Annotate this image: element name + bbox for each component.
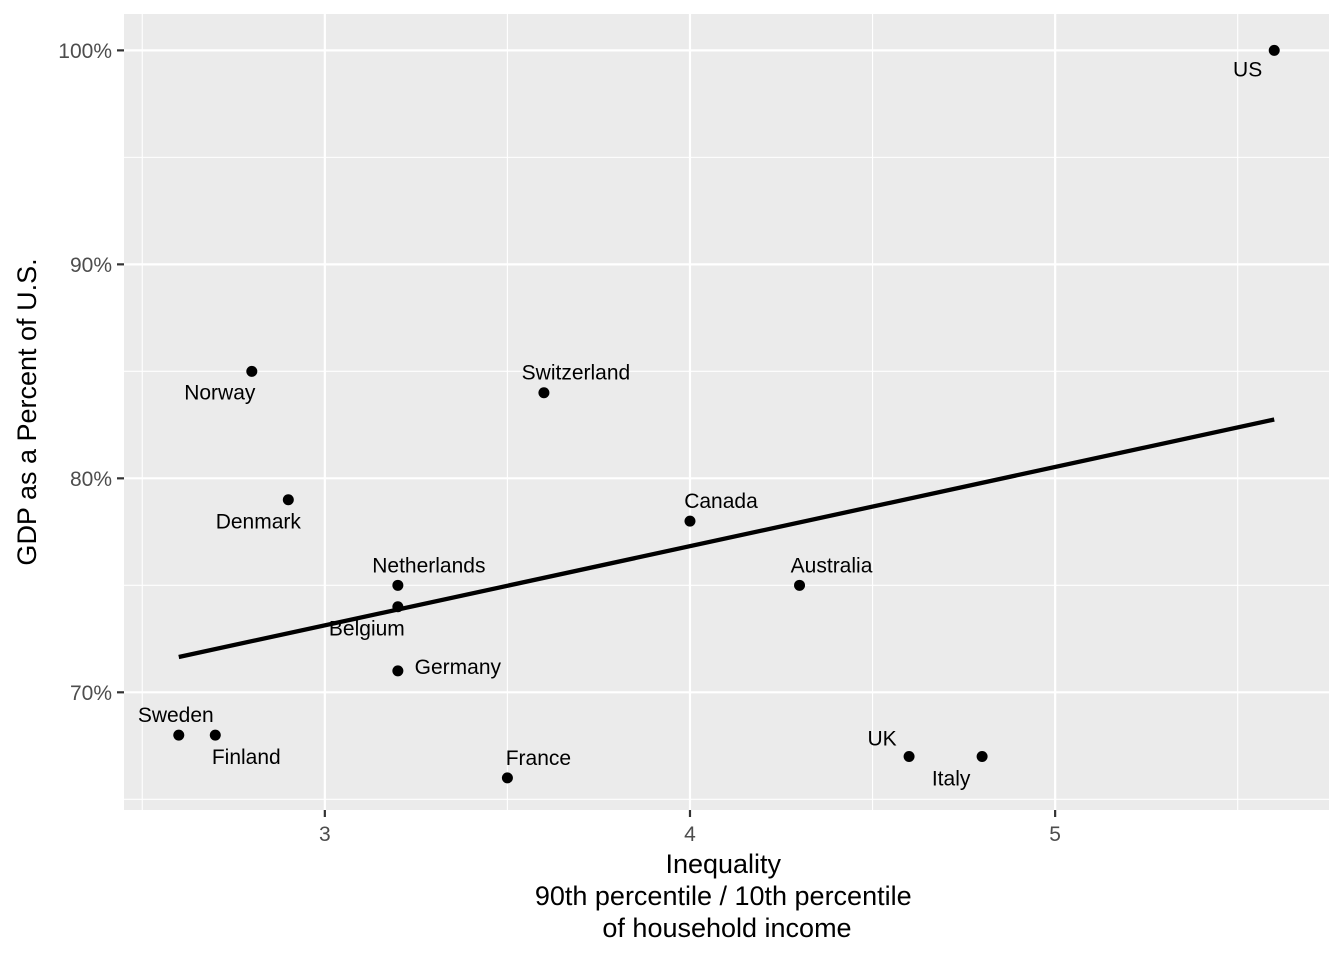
- point-italy: [976, 751, 988, 763]
- y-tick-label: 90%: [70, 254, 112, 277]
- point-label-denmark: Denmark: [216, 511, 302, 534]
- point-france: [501, 772, 513, 784]
- point-label-switzerland: Switzerland: [522, 362, 631, 385]
- point-uk: [903, 751, 915, 763]
- y-tick-label: 100%: [58, 40, 112, 63]
- point-label-us: US: [1233, 58, 1262, 81]
- plot-panel: [124, 14, 1329, 810]
- point-finland: [209, 729, 221, 741]
- x-axis-title: Inequality 90th percentile / 10th percen…: [535, 849, 919, 943]
- point-label-netherlands: Netherlands: [372, 554, 485, 577]
- x-axis-title-line-2: 90th percentile / 10th percentile: [535, 881, 912, 911]
- x-tick-label: 3: [319, 823, 331, 846]
- x-axis-title-line-1: Inequality: [665, 849, 781, 879]
- point-labels: US Norway Switzerland Denmark Canada Netherla…: [138, 58, 1262, 790]
- point-switzerland: [538, 387, 550, 399]
- point-label-belgium: Belgium: [329, 618, 405, 641]
- data-points: [173, 44, 1280, 784]
- y-tick-label: 80%: [70, 468, 112, 491]
- point-label-france: France: [506, 747, 571, 770]
- x-tick-label: 5: [1049, 823, 1061, 846]
- point-canada: [684, 515, 696, 527]
- y-axis-title: GDP as a Percent of U.S.: [12, 258, 42, 565]
- point-label-uk: UK: [867, 728, 896, 751]
- y-axis-ticks: 70% 80% 90% 100%: [58, 40, 124, 705]
- point-netherlands: [392, 579, 404, 591]
- point-label-canada: Canada: [684, 490, 758, 513]
- point-australia: [794, 579, 806, 591]
- point-label-sweden: Sweden: [138, 704, 214, 727]
- point-label-germany: Germany: [415, 656, 502, 679]
- y-tick-label: 70%: [70, 682, 112, 705]
- point-germany: [392, 665, 404, 677]
- x-tick-label: 4: [684, 823, 696, 846]
- point-label-italy: Italy: [932, 768, 971, 791]
- point-label-norway: Norway: [184, 381, 256, 404]
- trend-line: [178, 417, 1275, 660]
- x-axis-ticks: 3 4 5: [319, 810, 1061, 846]
- point-norway: [246, 365, 258, 377]
- major-gridlines: [124, 14, 1329, 810]
- point-sweden: [173, 729, 185, 741]
- point-denmark: [282, 494, 294, 506]
- point-label-australia: Australia: [791, 554, 873, 577]
- point-belgium: [392, 601, 404, 613]
- x-axis-title-line-3: of household income: [602, 913, 851, 943]
- point-us: [1268, 44, 1280, 56]
- point-label-finland: Finland: [212, 746, 281, 769]
